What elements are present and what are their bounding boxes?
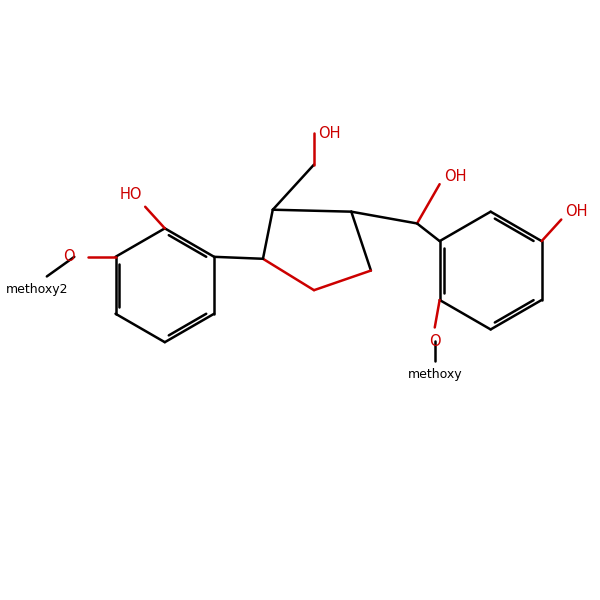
Text: O: O xyxy=(62,250,74,265)
Text: methoxy: methoxy xyxy=(407,368,462,381)
Text: OH: OH xyxy=(319,125,341,140)
Text: HO: HO xyxy=(119,187,142,202)
Text: O: O xyxy=(429,334,440,349)
Text: OH: OH xyxy=(444,169,467,184)
Text: methoxy2: methoxy2 xyxy=(6,283,68,296)
Text: OH: OH xyxy=(565,204,587,219)
